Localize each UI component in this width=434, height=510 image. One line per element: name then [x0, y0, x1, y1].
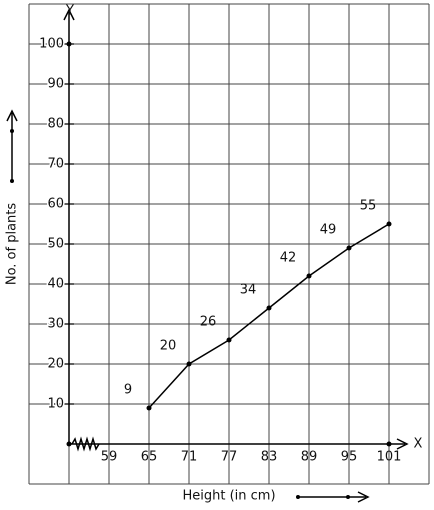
y-axis-name: Y	[65, 4, 74, 19]
data-point	[266, 305, 272, 311]
y-tick-label: 10	[47, 397, 64, 412]
axis-break	[71, 436, 100, 452]
data-point	[146, 405, 152, 411]
data-label: 9	[124, 383, 132, 398]
decor-arrowhead	[6, 109, 18, 122]
data-label: 34	[240, 283, 257, 298]
decor-arrows	[6, 109, 370, 503]
y-tick-label: 90	[47, 77, 64, 92]
y-axis-label: No. of plants	[5, 203, 20, 286]
x-axis-label: Height (in cm)	[182, 489, 275, 504]
x-tick-label: 89	[301, 450, 318, 465]
decor-dot	[10, 179, 14, 183]
y-tick-label: 50	[47, 237, 64, 252]
decor-dot	[10, 129, 14, 133]
y-tick-label: 60	[47, 197, 64, 212]
data-point	[226, 337, 232, 343]
data-label: 55	[360, 199, 377, 214]
y-arrow	[63, 8, 75, 21]
decor-dot	[296, 495, 300, 499]
x-tick-label: 95	[341, 450, 358, 465]
x-tick-label: 83	[261, 450, 278, 465]
y-tick-label: 100	[39, 37, 64, 52]
decor-arrowhead	[357, 491, 370, 503]
x-tick-label: 71	[181, 450, 198, 465]
data-label: 26	[200, 315, 217, 330]
axis-dot	[386, 441, 392, 447]
x-arrow	[396, 438, 409, 450]
grid-frame	[28, 3, 430, 485]
x-tick-label: 65	[141, 450, 158, 465]
decor-dot	[346, 495, 350, 499]
y-tick-label: 20	[47, 357, 64, 372]
data-point	[186, 361, 192, 367]
data-label: 20	[160, 339, 177, 354]
data-point	[386, 221, 392, 227]
x-axis-name: X	[414, 437, 423, 452]
data-label: 42	[280, 251, 297, 266]
x-tick-label: 101	[377, 450, 402, 465]
x-tick-label: 59	[101, 450, 118, 465]
x-tick-label: 77	[221, 450, 238, 465]
y-tick-label: 40	[47, 277, 64, 292]
origin-dot	[66, 441, 72, 447]
y-tick-label: 80	[47, 117, 64, 132]
data-point	[346, 245, 352, 251]
y-tick-label: 30	[47, 317, 64, 332]
y-tick-label: 70	[47, 157, 64, 172]
data-label: 49	[320, 223, 337, 238]
data-point	[306, 273, 312, 279]
